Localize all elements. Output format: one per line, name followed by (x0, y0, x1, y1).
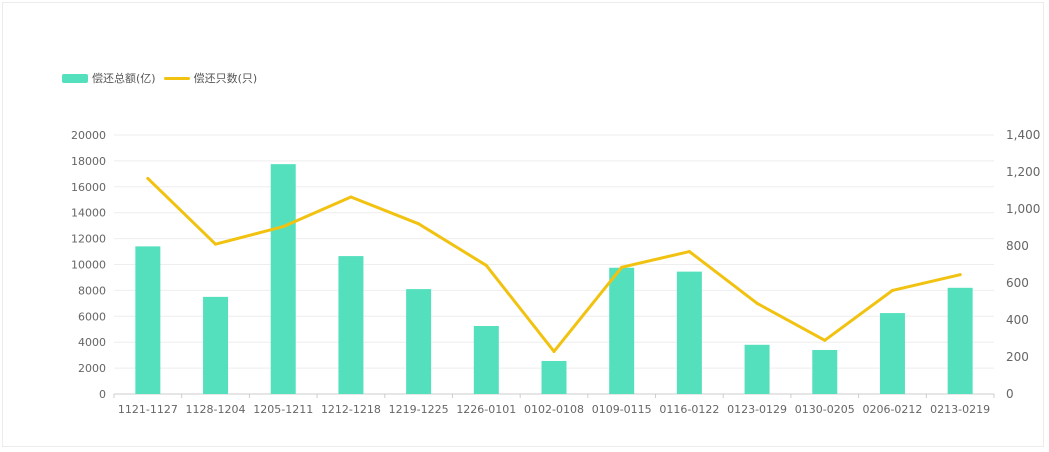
x-tick-label: 0102-0108 (524, 403, 584, 416)
bar (812, 349, 838, 394)
legend-label-total: 偿还总额(亿) (92, 72, 156, 85)
x-tick-label: 1121-1127 (118, 403, 178, 416)
line-point (823, 338, 827, 342)
line-point (890, 288, 894, 292)
bar (473, 326, 499, 394)
line-point (146, 176, 150, 180)
x-tick-label: 1212-1218 (321, 403, 381, 416)
bar (270, 164, 296, 394)
bar (879, 313, 905, 394)
x-tick-label: 0130-0205 (795, 403, 855, 416)
right-tick-label: 1,000 (1006, 202, 1040, 216)
line-series (146, 176, 962, 353)
left-tick-label: 14000 (71, 207, 106, 220)
left-tick-label: 6000 (78, 310, 106, 323)
bar (947, 287, 973, 394)
left-tick-label: 16000 (71, 181, 106, 194)
bar (338, 256, 364, 394)
grid-layer (114, 134, 994, 369)
line-point (417, 222, 421, 226)
bar (676, 271, 702, 394)
line-point (281, 225, 285, 229)
legend-item-total[interactable]: 偿还总额(亿) (62, 70, 156, 86)
bar (609, 267, 635, 394)
line-point (349, 195, 353, 199)
line-point (552, 349, 556, 353)
left-tick-label: 20000 (71, 129, 106, 142)
x-tick-label: 1226-0101 (456, 403, 516, 416)
bar (406, 289, 432, 394)
x-tick-label: 0116-0122 (659, 403, 719, 416)
left-tick-label: 10000 (71, 259, 106, 272)
left-tick-label: 2000 (78, 362, 106, 375)
x-tick-label: 0123-0129 (727, 403, 787, 416)
right-tick-label: 1,200 (1006, 165, 1040, 179)
right-tick-label: 1,400 (1006, 128, 1040, 142)
x-tick-label: 0109-0115 (592, 403, 652, 416)
chart-legend: 偿还总额(亿) 偿还只数(只) (62, 70, 265, 86)
line-point (620, 265, 624, 269)
left-tick-label: 18000 (71, 155, 106, 168)
bar (541, 360, 567, 394)
left-tick-label: 12000 (71, 233, 106, 246)
x-tick-label: 1219-1225 (389, 403, 449, 416)
legend-line-swatch (163, 76, 190, 80)
legend-item-count[interactable]: 偿还只数(只) (163, 70, 258, 86)
legend-bar-swatch (62, 73, 88, 83)
right-y-axis: 0 200 400 600 800 1,000 1,200 1,400 (1006, 128, 1040, 401)
bar (135, 246, 161, 394)
right-tick-label: 800 (1006, 239, 1029, 253)
left-tick-label: 8000 (78, 284, 106, 297)
bar (744, 344, 770, 394)
x-tick-label: 1128-1204 (186, 403, 246, 416)
bar-series (135, 164, 973, 394)
bar (203, 296, 229, 394)
line-point (687, 250, 691, 254)
x-axis: 1121-1127 1128-1204 1205-1211 1212-1218 1219… (113, 393, 995, 416)
chart-panel (2, 2, 1044, 447)
line-point (214, 242, 218, 246)
line-point (484, 263, 488, 267)
right-tick-label: 0 (1006, 387, 1014, 401)
right-tick-label: 200 (1006, 350, 1029, 364)
x-tick-label: 0206-0212 (862, 403, 922, 416)
line-point (958, 273, 962, 277)
right-tick-label: 600 (1006, 276, 1029, 290)
left-y-axis: 0 2000 4000 6000 8000 10000 12000 14000 16000 180… (71, 129, 106, 401)
line-point (755, 301, 759, 305)
left-tick-label: 4000 (78, 336, 106, 349)
left-tick-label: 0 (99, 388, 106, 401)
x-tick-label: 1205-1211 (253, 403, 313, 416)
legend-label-count: 偿还只数(只) (193, 72, 258, 85)
x-tick-label: 0213-0219 (930, 403, 990, 416)
right-tick-label: 400 (1006, 313, 1029, 327)
